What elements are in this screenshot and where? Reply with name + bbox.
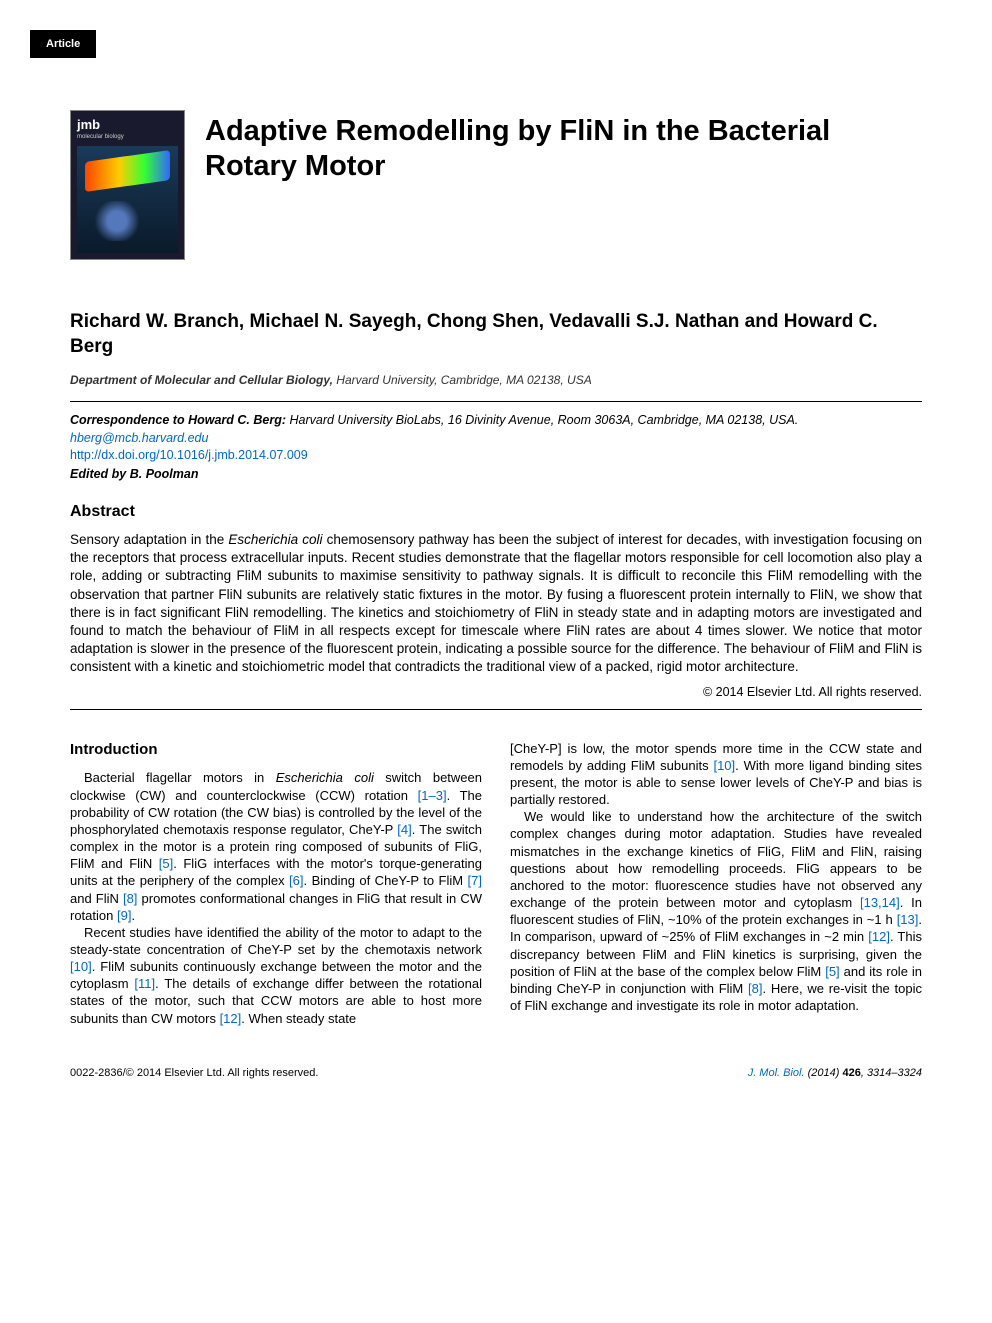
header-row: jmb molecular biology Adaptive Remodelli… [70, 110, 922, 260]
intro-para-4: We would like to understand how the arch… [510, 808, 922, 1014]
journal-cover-art [77, 146, 178, 253]
cite-1-3[interactable]: [1–3] [418, 788, 447, 803]
divider [70, 401, 922, 402]
body-columns: Introduction Bacterial flagellar motors … [70, 740, 922, 1027]
affiliation-department: Department of Molecular and Cellular Bio… [70, 373, 333, 387]
column-left: Introduction Bacterial flagellar motors … [70, 740, 482, 1027]
affiliation: Department of Molecular and Cellular Bio… [70, 373, 922, 387]
cite-9[interactable]: [9] [117, 908, 131, 923]
cite-5b[interactable]: [5] [825, 964, 839, 979]
correspondence-text: Harvard University BioLabs, 16 Divinity … [286, 413, 798, 427]
abstract-text: Sensory adaptation in the Escherichia co… [70, 531, 922, 677]
article-title: Adaptive Remodelling by FliN in the Bact… [205, 114, 922, 184]
cite-10a[interactable]: [10] [70, 959, 92, 974]
affiliation-institution: Harvard University, Cambridge, MA 02138,… [333, 373, 592, 387]
article-tab: Article [30, 30, 96, 58]
abstract-copyright: © 2014 Elsevier Ltd. All rights reserved… [70, 685, 922, 699]
correspondence-email[interactable]: hberg@mcb.harvard.edu [70, 431, 208, 445]
correspondence-label: Correspondence to Howard C. Berg: [70, 413, 286, 427]
edited-by: Edited by B. Poolman [70, 467, 922, 481]
cite-4[interactable]: [4] [397, 822, 411, 837]
cite-8a[interactable]: [8] [123, 891, 137, 906]
cite-10b[interactable]: [10] [713, 758, 735, 773]
cite-12b[interactable]: [12] [868, 929, 890, 944]
abstract-heading: Abstract [70, 503, 922, 521]
cite-12a[interactable]: [12] [220, 1011, 242, 1026]
abstract-post: chemosensory pathway has been the subjec… [70, 532, 922, 675]
footer-volume: 426 [842, 1067, 860, 1079]
footer-journal[interactable]: J. Mol. Biol. [748, 1067, 805, 1079]
cite-13[interactable]: [13] [897, 912, 919, 927]
doi-link[interactable]: http://dx.doi.org/10.1016/j.jmb.2014.07.… [70, 448, 308, 462]
correspondence: Correspondence to Howard C. Berg: Harvar… [70, 412, 922, 447]
abstract-pre: Sensory adaptation in the [70, 532, 228, 547]
journal-cover: jmb molecular biology [70, 110, 185, 260]
intro-para-1: Bacterial flagellar motors in Escherichi… [70, 769, 482, 923]
cite-8b[interactable]: [8] [748, 981, 762, 996]
journal-cover-brand: jmb [77, 117, 178, 132]
journal-cover-subtitle: molecular biology [77, 134, 178, 140]
introduction-heading: Introduction [70, 740, 482, 760]
abstract-italic: Escherichia coli [228, 532, 322, 547]
cite-13-14[interactable]: [13,14] [860, 895, 900, 910]
doi-line: http://dx.doi.org/10.1016/j.jmb.2014.07.… [70, 447, 922, 465]
authors-block: Richard W. Branch, Michael N. Sayegh, Ch… [70, 310, 922, 387]
footer-right: J. Mol. Biol. (2014) 426, 3314–3324 [748, 1067, 922, 1079]
intro-para-2: Recent studies have identified the abili… [70, 924, 482, 1027]
footer-year: (2014) [805, 1067, 843, 1079]
footer-left: 0022-2836/© 2014 Elsevier Ltd. All right… [70, 1067, 318, 1079]
column-right: [CheY-P] is low, the motor spends more t… [510, 740, 922, 1027]
divider-below-abstract [70, 709, 922, 710]
cite-11[interactable]: [11] [134, 976, 155, 991]
intro-para-3: [CheY-P] is low, the motor spends more t… [510, 740, 922, 809]
cite-6[interactable]: [6] [289, 873, 303, 888]
cite-5a[interactable]: [5] [159, 856, 173, 871]
page-footer: 0022-2836/© 2014 Elsevier Ltd. All right… [70, 1067, 922, 1079]
cite-7[interactable]: [7] [468, 873, 482, 888]
footer-pages: , 3314–3324 [861, 1067, 922, 1079]
authors: Richard W. Branch, Michael N. Sayegh, Ch… [70, 310, 922, 359]
